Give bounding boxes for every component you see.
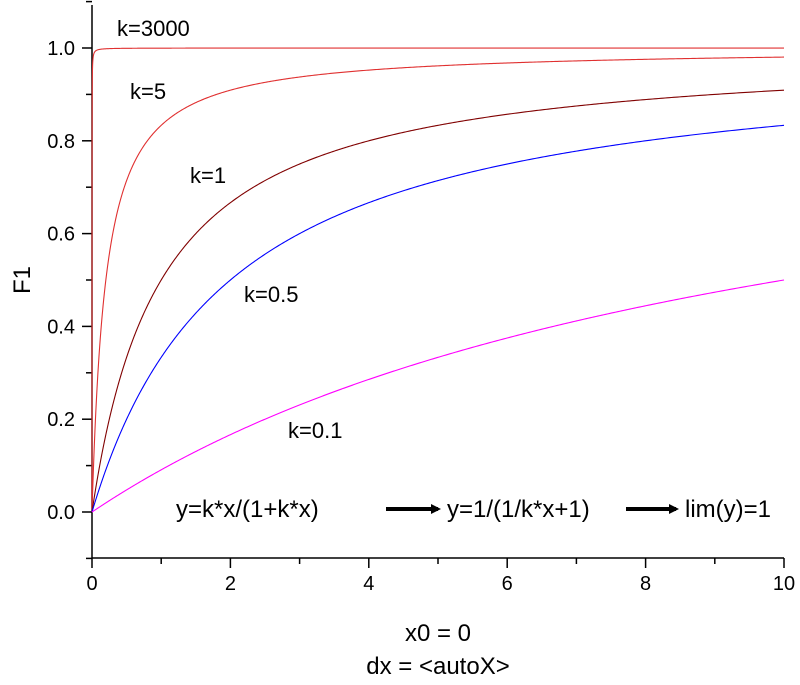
label-k-5: k=5: [130, 79, 166, 104]
y-tick-label: 0.8: [47, 131, 75, 153]
label-k-0-5: k=0.5: [244, 282, 298, 307]
x-tick-label: 10: [773, 573, 795, 595]
y-tick-label: 0.0: [47, 502, 75, 524]
y-axis-title: F1: [9, 266, 36, 294]
y-tick-label: 0.2: [47, 409, 75, 431]
curve-k-1: [91, 89, 785, 513]
x-tick-label: 0: [86, 573, 97, 595]
label-k-1: k=1: [190, 163, 226, 188]
label-k-3000: k=3000: [117, 16, 190, 41]
y-tick-label: 1.0: [47, 38, 75, 60]
x-tick-label: 6: [502, 573, 513, 595]
formula-annotation: y=k*x/(1+k*x) y=1/(1/k*x+1) lim(y)=1: [176, 496, 771, 523]
x-axis-title-line-1: x0 = 0: [405, 620, 471, 647]
plot-area: 0 2 4 6 8 10 0.0 0.2 0.4 0.6 0.8 1.0: [47, 0, 795, 595]
curve-k-5: [91, 56, 785, 512]
formula-part-1: y=k*x/(1+k*x): [176, 496, 319, 523]
label-k-0-1: k=0.1: [288, 418, 342, 443]
x-tick-label: 4: [363, 573, 374, 595]
curves: [91, 47, 785, 513]
x-tick-label: 2: [225, 573, 236, 595]
formula-part-2: y=1/(1/k*x+1): [447, 496, 590, 523]
formula-part-3: lim(y)=1: [685, 496, 771, 523]
y-tick-label: 0.6: [47, 224, 75, 246]
x-tick-label: 8: [640, 573, 651, 595]
curve-k-0-1: [91, 279, 785, 513]
x-axis-title-line-2: dx = <autoX>: [366, 653, 509, 680]
curve-k-3000: [91, 47, 784, 512]
ticks: 0 2 4 6 8 10 0.0 0.2 0.4 0.6 0.8 1.0: [47, 0, 795, 595]
curve-k-0-5: [91, 124, 785, 513]
y-tick-label: 0.4: [47, 316, 75, 338]
